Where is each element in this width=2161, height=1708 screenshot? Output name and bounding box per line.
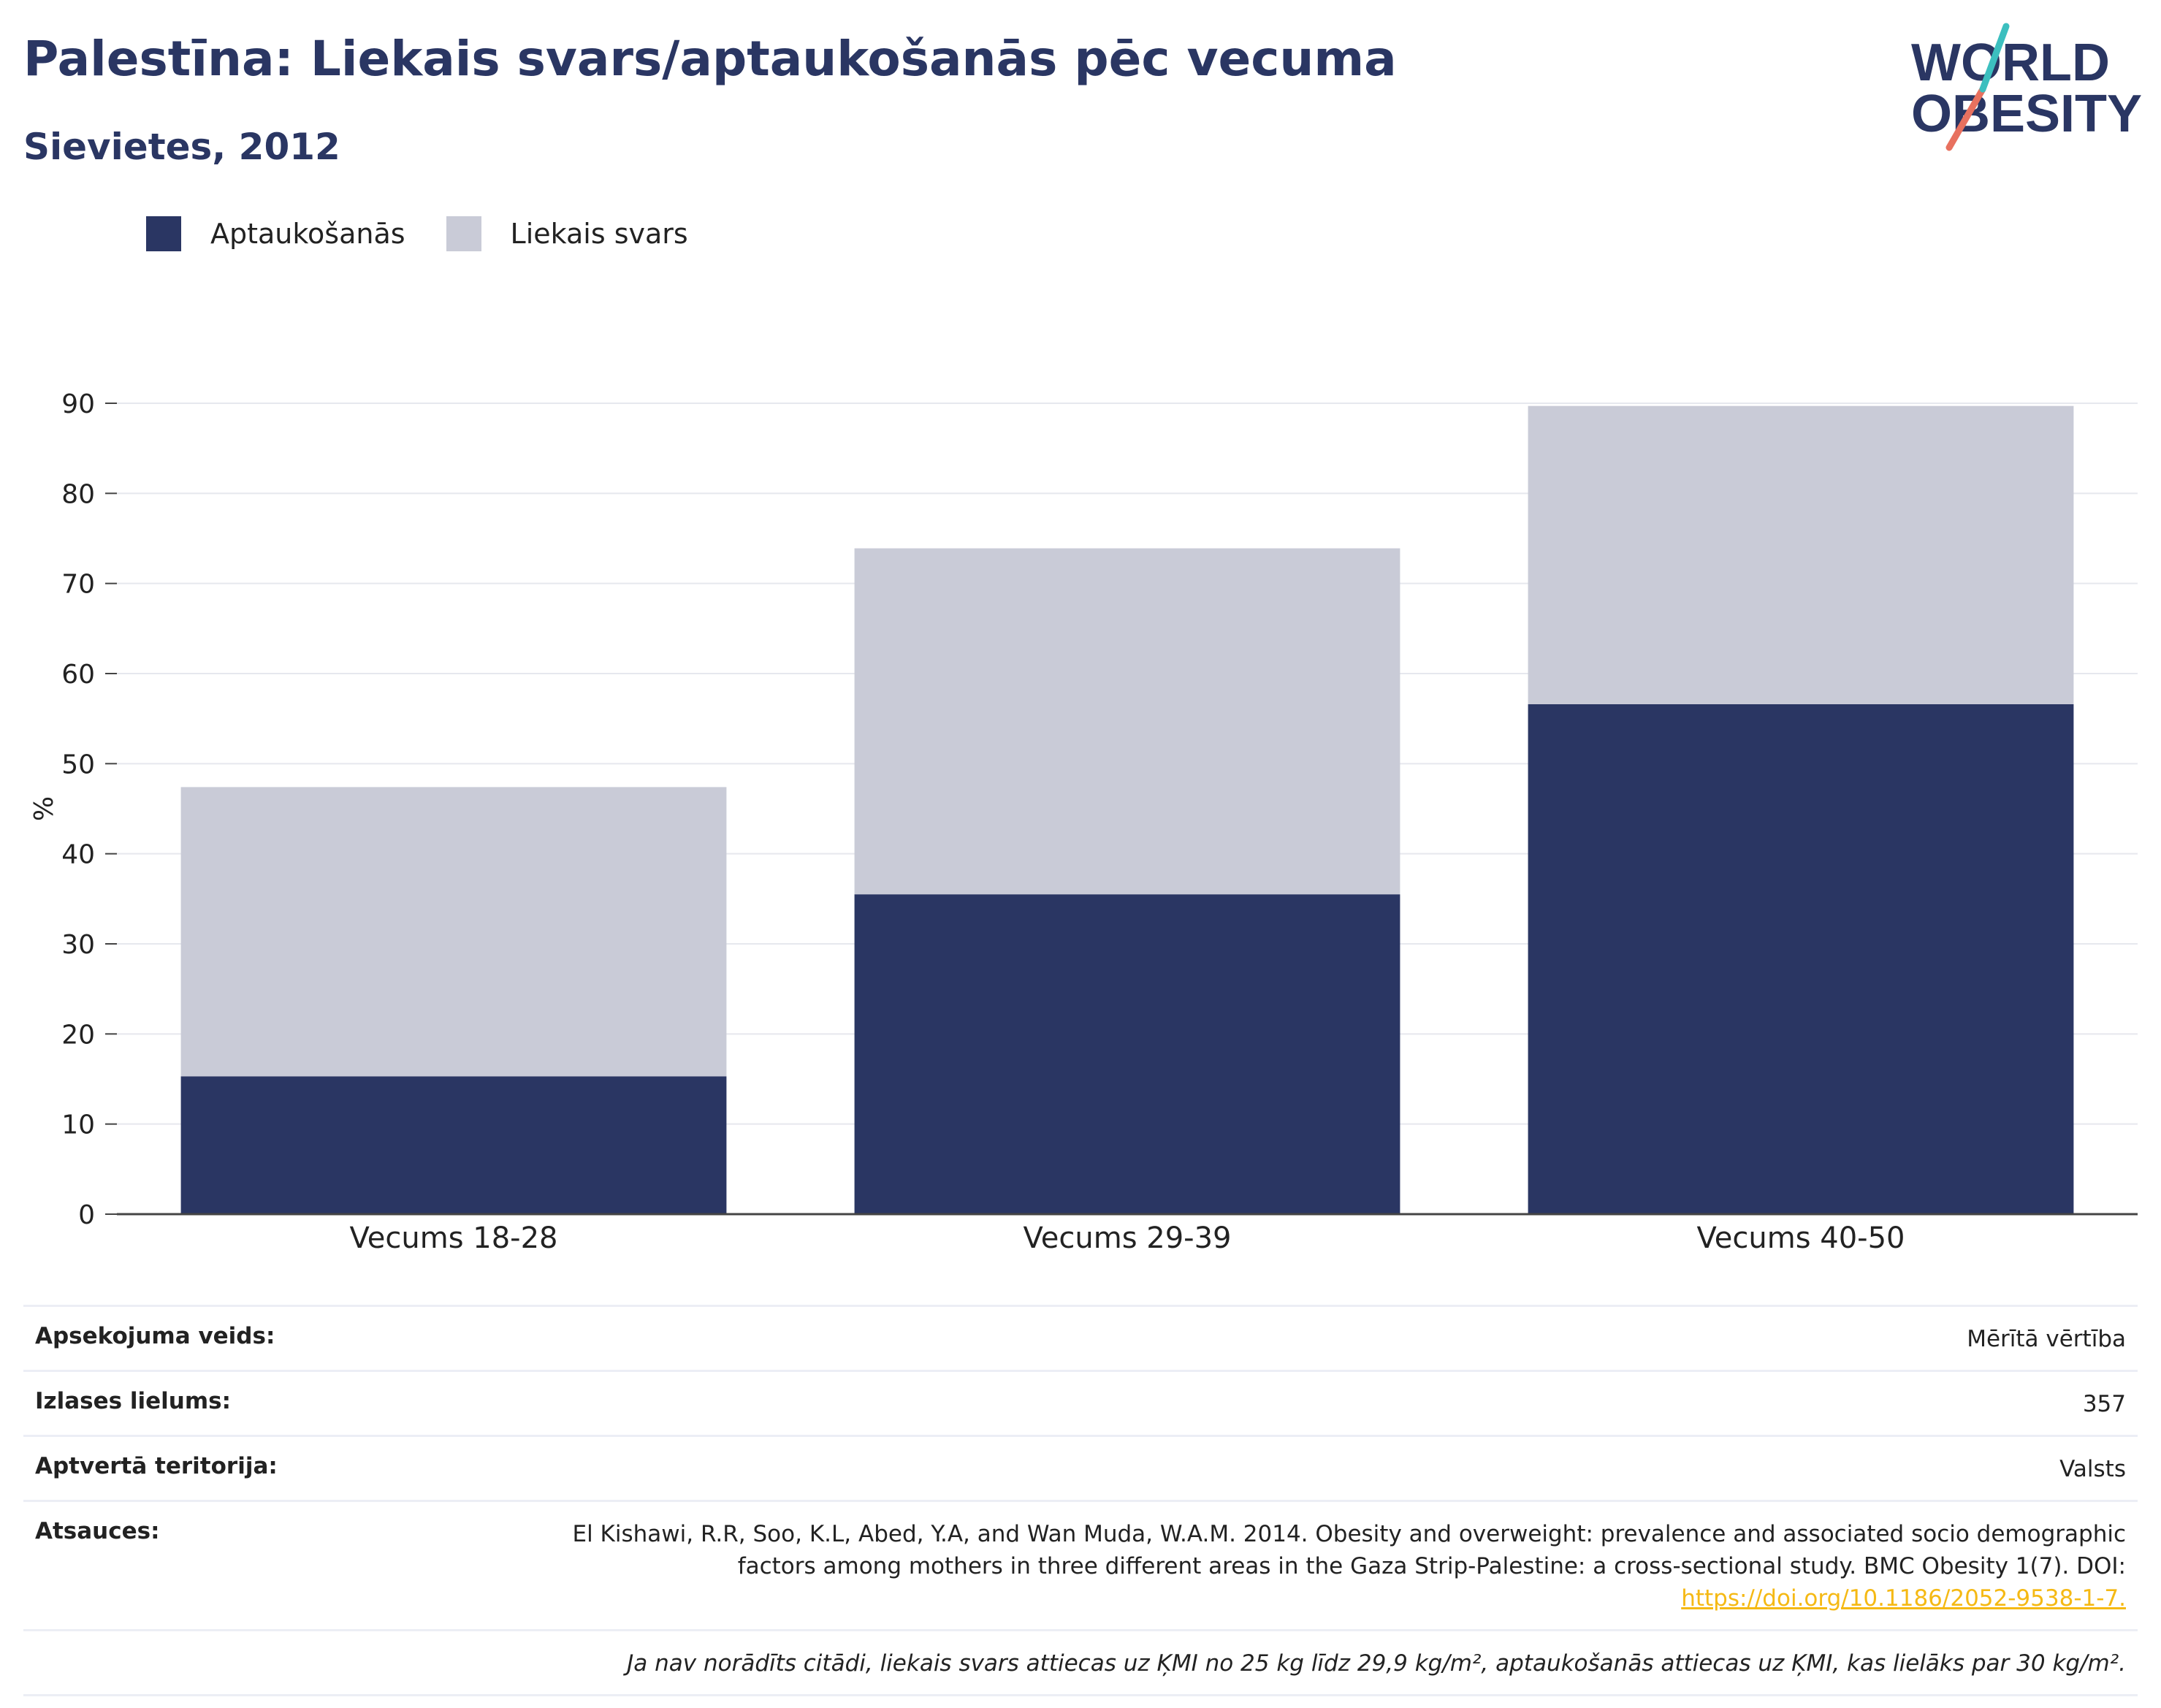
logo-slash-teal: [1979, 23, 2010, 93]
y-tick-label: 0: [78, 1200, 95, 1230]
bar-obesity-3: [1528, 704, 2074, 1214]
references-label: Atsauces:: [35, 1518, 160, 1544]
world-obesity-logo: WORLD OBESITY: [1911, 23, 2142, 151]
coverage-value: Valsts: [2059, 1456, 2126, 1482]
survey-type-label: Apsekojuma veids:: [35, 1323, 275, 1349]
legend-swatch-overweight: [446, 216, 481, 251]
y-tick-label: 60: [61, 660, 95, 690]
legend-label-overweight: Liekais svars: [510, 218, 688, 250]
y-tick-label: 30: [61, 930, 95, 960]
y-tick-label: 10: [61, 1110, 95, 1140]
survey-type-value: Mērītā vērtība: [1967, 1326, 2126, 1352]
x-category-label: Vecums 29-39: [1024, 1221, 1232, 1255]
bar-obesity-1: [180, 1076, 727, 1214]
legend-swatch-obesity: [146, 216, 181, 251]
coverage-row: Aptvertā teritorija: Valsts: [23, 1435, 2138, 1500]
footnote-row: Ja nav norādīts citādi, liekais svars at…: [23, 1629, 2138, 1694]
y-axis-label: %: [29, 796, 59, 821]
bar-overweight-3: [1528, 405, 2074, 704]
legend-item-obesity[interactable]: Aptaukošanās: [146, 216, 405, 251]
logo-slash-coral: [1945, 85, 1986, 151]
bar-overweight-2: [854, 548, 1400, 895]
x-category-label: Vecums 18-28: [350, 1221, 558, 1255]
y-tick-label: 90: [61, 389, 95, 419]
doi-link[interactable]: https://doi.org/10.1186/2052-9538-1-7.: [1681, 1585, 2126, 1612]
metadata-table: Apsekojuma veids: Mērītā vērtība Izlases…: [23, 1305, 2138, 1696]
bar-obesity-2: [854, 894, 1400, 1214]
footnote: Ja nav norādīts citādi, liekais svars at…: [627, 1650, 2126, 1677]
y-tick-label: 80: [61, 479, 95, 509]
chart-title: Palestīna: Liekais svars/aptaukošanās pē…: [23, 31, 1397, 87]
y-tick-label: 50: [61, 750, 95, 779]
references-row: Atsauces: El Kishawi, R.R, Soo, K.L, Abe…: [23, 1500, 2138, 1629]
stacked-bar-chart: 0 10 20 30 40 50 60 70 80 90% Vecums 18-28 Vecums 2…: [29, 389, 2138, 1255]
survey-type-row: Apsekojuma veids: Mērītā vērtība: [23, 1305, 2138, 1370]
y-tick-label: 20: [61, 1020, 95, 1050]
chart-legend: Aptaukošanās Liekais svars: [146, 216, 729, 251]
logo-line1: WORLD: [1911, 34, 2110, 92]
y-tick-label: 70: [61, 570, 95, 600]
sample-size-row: Izlases lielums: 357: [23, 1370, 2138, 1435]
legend-label-obesity: Aptaukošanās: [210, 218, 405, 250]
x-category-label: Vecums 40-50: [1697, 1221, 1905, 1255]
chart-subtitle: Sievietes, 2012: [23, 126, 340, 168]
legend-item-overweight[interactable]: Liekais svars: [446, 216, 688, 251]
logo-line2: OBESITY: [1911, 85, 2142, 143]
references-value: El Kishawi, R.R, Soo, K.L, Abed, Y.A, an…: [519, 1518, 2127, 1614]
sample-size-label: Izlases lielums:: [35, 1388, 231, 1414]
references-text: El Kishawi, R.R, Soo, K.L, Abed, Y.A, an…: [572, 1521, 2127, 1579]
bar-overweight-1: [180, 787, 727, 1077]
y-tick-label: 40: [61, 840, 95, 870]
coverage-label: Aptvertā teritorija:: [35, 1453, 278, 1479]
sample-size-value: 357: [2082, 1391, 2126, 1417]
